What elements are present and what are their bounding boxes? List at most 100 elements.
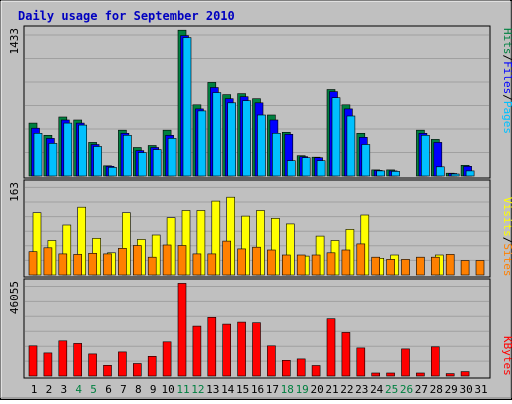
bar-kbytes-day-27: [416, 372, 425, 377]
bar-kbytes-day-16: [252, 322, 261, 377]
bar-kbytes-day-13: [207, 316, 217, 377]
x-label-day-24: 24: [370, 383, 384, 396]
bar-sites-day-15: [237, 248, 246, 276]
bar-sites-day-28: [430, 256, 440, 276]
x-label-day-15: 15: [236, 383, 249, 396]
bar-kbytes-day-1: [28, 345, 38, 377]
x-label-day-27: 27: [415, 383, 428, 396]
bar-sites-day-18: [281, 254, 291, 276]
bar-sites-day-30: [460, 260, 470, 276]
bar-kbytes-day-19: [296, 358, 306, 377]
x-label-day-11: 11: [176, 383, 189, 396]
bar-pages-day-12: [197, 110, 207, 177]
x-label-day-22: 22: [340, 383, 353, 396]
bar-sites-day-26: [401, 259, 410, 276]
bar-sites-day-29: [445, 254, 455, 276]
x-label-day-3: 3: [60, 383, 67, 396]
legend-panel-3: KBytes: [501, 336, 512, 376]
bar-sites-day-22: [341, 249, 351, 276]
x-label-day-13: 13: [206, 383, 219, 396]
bar-pages-day-20: [316, 160, 326, 177]
legend-files: Files: [501, 61, 512, 94]
bar-kbytes-day-22: [341, 332, 351, 377]
panel-2-ymax-label: 163: [8, 182, 21, 202]
bar-sites-day-24: [371, 256, 381, 276]
bar-pages-day-19: [301, 157, 311, 177]
legend-kbytes: KBytes: [501, 336, 512, 376]
x-label-day-14: 14: [221, 383, 235, 396]
bar-kbytes-day-18: [281, 359, 291, 377]
svg-text:KBytes: KBytes: [501, 336, 512, 376]
panel-3-ymax-label: 46055: [8, 281, 21, 314]
chart-title: Daily usage for September 2010: [18, 9, 235, 23]
bar-sites-day-7: [118, 248, 127, 276]
bar-kbytes-day-5: [88, 353, 97, 377]
bar-sites-day-31: [475, 260, 485, 276]
bar-sites-day-27: [416, 256, 425, 276]
x-label-day-30: 30: [459, 383, 472, 396]
bar-pages-day-16: [257, 114, 266, 177]
x-label-day-28: 28: [430, 383, 443, 396]
x-label-day-17: 17: [266, 383, 279, 396]
bar-kbytes-day-9: [147, 355, 157, 377]
x-label-day-21: 21: [325, 383, 338, 396]
bar-pages-day-13: [212, 92, 222, 177]
bar-sites-day-3: [58, 253, 68, 276]
bar-kbytes-day-28: [430, 346, 440, 377]
bar-kbytes-day-25: [386, 372, 395, 377]
legend-sites: Sites: [501, 243, 512, 276]
bar-kbytes-day-2: [43, 352, 53, 377]
bar-kbytes-day-12: [192, 325, 202, 377]
bar-kbytes-day-21: [326, 318, 336, 377]
x-label-day-7: 7: [120, 383, 127, 396]
bar-kbytes-day-30: [460, 371, 470, 377]
bar-sites-day-4: [73, 254, 82, 276]
x-label-day-12: 12: [191, 383, 204, 396]
bar-pages-day-27: [421, 135, 430, 177]
legend-pages: Pages: [501, 101, 512, 134]
x-label-day-23: 23: [355, 383, 368, 396]
bar-kbytes-day-20: [311, 365, 321, 377]
panel-1-ymax-label: 1433: [8, 28, 21, 55]
bar-kbytes-day-11: [177, 283, 187, 377]
bar-pages-day-18: [286, 160, 296, 177]
legend-visits: Visits: [501, 197, 512, 237]
x-label-day-6: 6: [105, 383, 112, 396]
x-label-day-2: 2: [46, 383, 53, 396]
x-label-day-9: 9: [150, 383, 157, 396]
legend-hits: Hits: [501, 28, 512, 55]
x-label-day-20: 20: [310, 383, 323, 396]
bar-pages-day-29: [450, 173, 460, 177]
bar-pages-day-23: [361, 144, 371, 177]
bar-sites-day-10: [162, 244, 172, 276]
bar-sites-day-2: [43, 247, 53, 276]
bar-pages-day-21: [331, 97, 341, 177]
bar-kbytes-day-17: [267, 345, 276, 377]
bar-pages-day-6: [108, 167, 117, 177]
x-label-day-1: 1: [31, 383, 38, 396]
bar-sites-day-13: [207, 253, 217, 276]
bar-pages-day-11: [182, 37, 192, 177]
bar-sites-day-14: [222, 240, 231, 276]
bars: [28, 29, 485, 377]
bar-pages-day-30: [465, 170, 475, 177]
x-label-day-26: 26: [400, 383, 413, 396]
bar-kbytes-day-23: [356, 347, 366, 377]
bar-kbytes-day-14: [222, 323, 231, 377]
bar-sites-day-9: [147, 256, 157, 276]
svg-text:Hits/Files/Pages: Hits/Files/Pages: [501, 28, 512, 134]
bar-pages-day-25: [391, 171, 400, 177]
bar-sites-day-8: [133, 245, 142, 276]
bar-kbytes-day-15: [237, 321, 246, 377]
x-label-day-25: 25: [385, 383, 398, 396]
bar-pages-day-28: [435, 166, 445, 177]
bar-pages-day-17: [272, 133, 281, 177]
bar-kbytes-day-29: [445, 373, 455, 377]
x-label-day-16: 16: [251, 383, 264, 396]
x-label-day-4: 4: [75, 383, 82, 396]
legend-panel-1: Hits/Files/Pages: [501, 28, 512, 134]
bar-sites-day-1: [28, 251, 38, 276]
bar-pages-day-1: [33, 133, 43, 177]
bar-pages-day-15: [242, 100, 251, 177]
bar-kbytes-day-4: [73, 343, 82, 377]
